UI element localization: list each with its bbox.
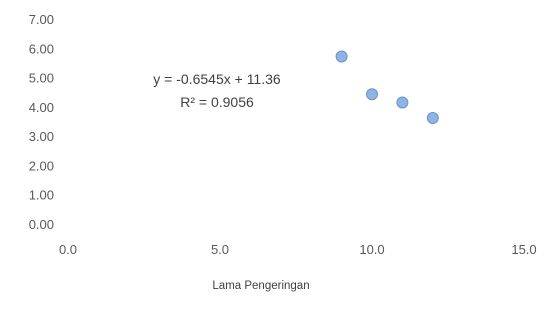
y-axis-ticks: 0.00 1.00 2.00 3.00 4.00 5.00 6.00 7.00 <box>29 12 54 232</box>
data-points <box>335 50 439 124</box>
x-tick-label: 15.0 <box>511 242 536 257</box>
x-tick-label: 0.0 <box>59 242 77 257</box>
data-point <box>335 50 348 63</box>
x-tick-label: 10.0 <box>359 242 384 257</box>
y-tick-label: 0.00 <box>29 217 54 232</box>
data-point <box>426 111 439 124</box>
y-tick-label: 3.00 <box>29 129 54 144</box>
data-point <box>396 96 409 109</box>
y-tick-label: 2.00 <box>29 158 54 173</box>
x-axis-title: Lama Pengeringan <box>212 280 309 292</box>
y-tick-label: 7.00 <box>29 12 54 27</box>
r-squared-label: R² = 0.9056 <box>180 94 254 110</box>
y-tick-label: 5.00 <box>29 71 54 86</box>
data-point <box>366 88 378 101</box>
y-tick-label: 6.00 <box>29 41 54 56</box>
y-tick-label: 1.00 <box>29 188 54 203</box>
y-tick-label: 4.00 <box>29 100 54 115</box>
trendline-equation: y = -0.6545x + 11.36 <box>153 71 281 87</box>
x-tick-label: 5.0 <box>211 242 229 257</box>
x-axis-ticks: 0.0 5.0 10.0 15.0 <box>59 242 537 257</box>
